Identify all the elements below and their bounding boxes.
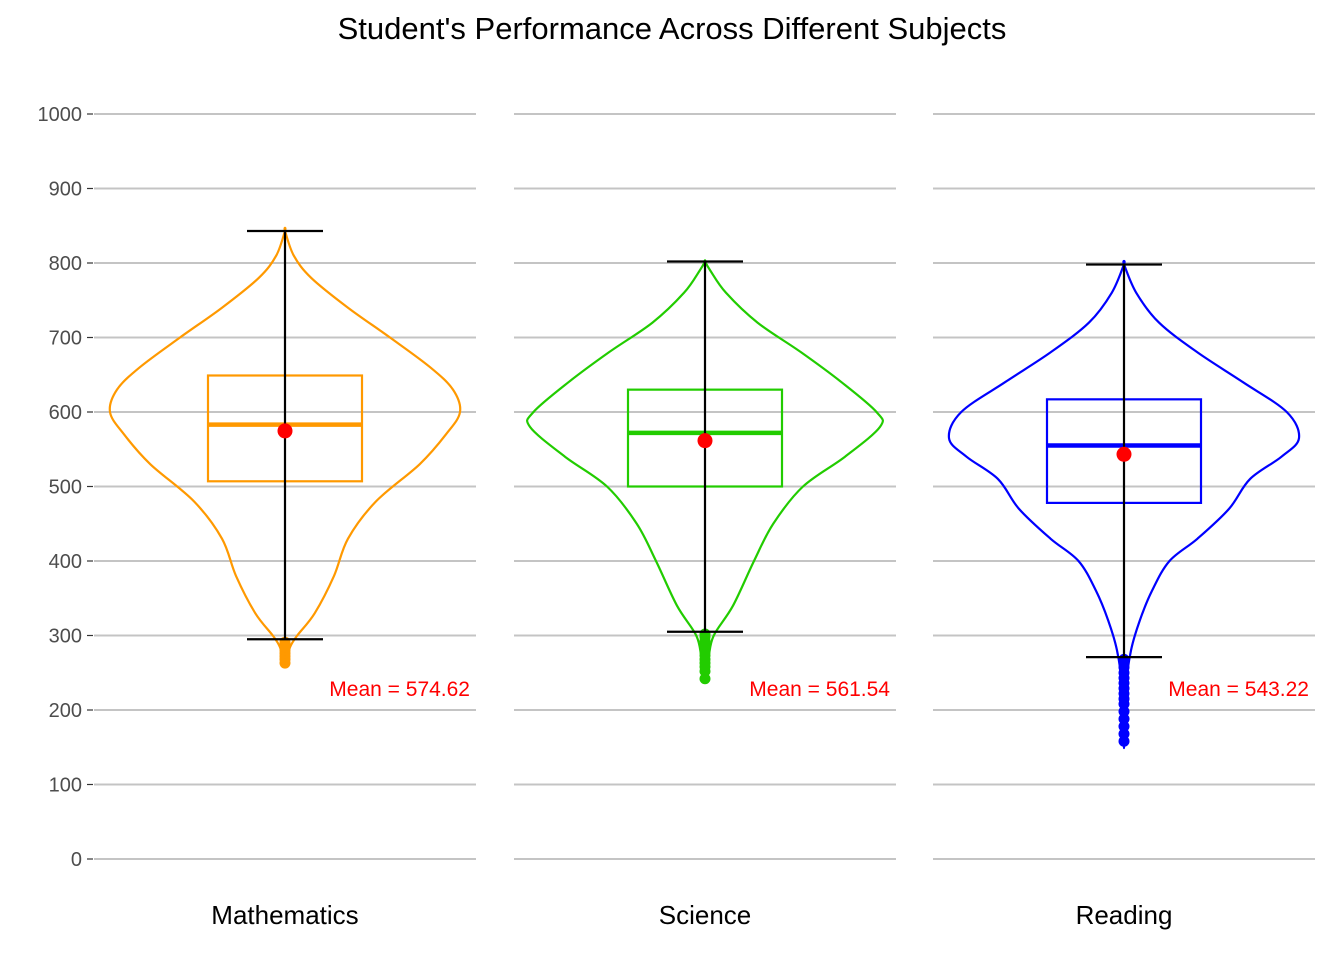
mean-label: Mean = 574.62 xyxy=(329,678,470,701)
chart-title: Student's Performance Across Different S… xyxy=(338,11,1007,46)
y-tick-label: 700 xyxy=(49,328,82,350)
y-tick-label: 800 xyxy=(49,253,82,275)
y-tick-label: 500 xyxy=(49,477,82,499)
y-tick-label: 900 xyxy=(49,179,82,201)
y-tick-label: 600 xyxy=(49,402,82,424)
mean-point xyxy=(1116,446,1132,462)
panels: Mean = 574.62 Mathematics Mean = 561.54 Sci… xyxy=(94,113,1315,930)
y-tick-label: 200 xyxy=(49,700,82,722)
mean-label: Mean = 561.54 xyxy=(749,678,890,701)
mean-point xyxy=(697,433,713,449)
panel-science: Mean = 561.54 Science xyxy=(514,113,896,930)
y-tick-label: 400 xyxy=(49,551,82,573)
y-tick-label: 300 xyxy=(49,626,82,648)
y-tick-label: 1000 xyxy=(38,104,83,126)
panel-label: Science xyxy=(659,900,752,930)
mean-label: Mean = 543.22 xyxy=(1168,678,1309,701)
panel-mathematics: Mean = 574.62 Mathematics xyxy=(94,113,476,930)
y-axis: 0 100 200 300 400 500 600 700 800 900 1000 xyxy=(38,104,93,871)
panel-label: Mathematics xyxy=(211,900,358,930)
panel-reading: Mean = 543.22 Reading xyxy=(933,113,1315,930)
y-tick-label: 0 xyxy=(71,849,82,871)
y-tick-label: 100 xyxy=(49,775,82,797)
panel-label: Reading xyxy=(1076,900,1173,930)
mean-point xyxy=(277,423,293,439)
